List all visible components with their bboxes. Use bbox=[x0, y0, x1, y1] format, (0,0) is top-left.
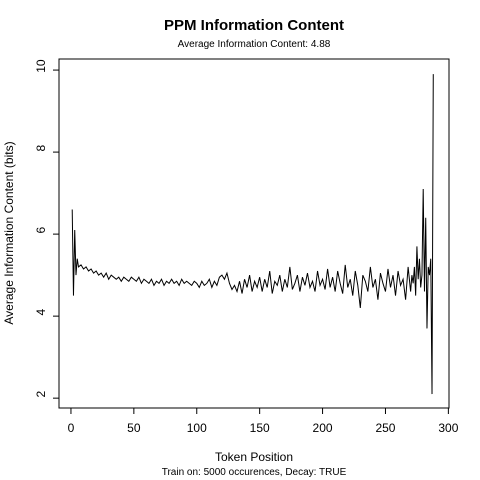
x-axis-label: Token Position bbox=[215, 450, 293, 464]
y-tick-label: 10 bbox=[34, 59, 48, 73]
x-tick-label: 0 bbox=[68, 421, 75, 435]
x-tick-label: 150 bbox=[250, 421, 270, 435]
chart-title: PPM Information Content bbox=[164, 17, 344, 34]
y-tick-label: 2 bbox=[34, 391, 48, 398]
y-axis-label: Average Information Content (bits) bbox=[2, 141, 16, 324]
x-tick-label: 200 bbox=[313, 421, 333, 435]
y-tick-label: 6 bbox=[34, 226, 48, 233]
y-tick-label: 4 bbox=[34, 308, 48, 315]
x-tick-label: 250 bbox=[375, 421, 395, 435]
x-tick-label: 50 bbox=[127, 421, 141, 435]
caption: Train on: 5000 occurences, Decay: TRUE bbox=[162, 467, 347, 478]
data-line bbox=[71, 74, 434, 395]
x-tick-label: 100 bbox=[187, 421, 207, 435]
y-tick-label: 8 bbox=[34, 144, 48, 151]
chart-subtitle: Average Information Content: 4.88 bbox=[178, 39, 331, 50]
x-tick-label: 300 bbox=[438, 421, 458, 435]
